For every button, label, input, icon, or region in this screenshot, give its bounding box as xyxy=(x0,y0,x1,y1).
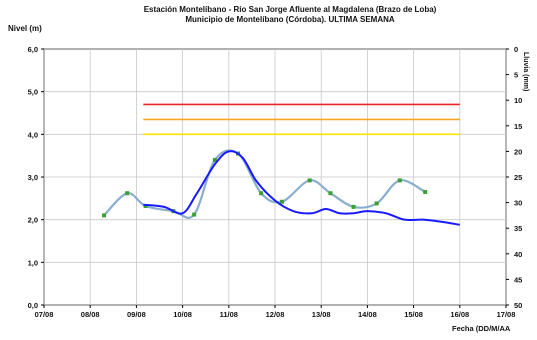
series-point-1 xyxy=(374,201,379,206)
x-tick-label: 10/08 xyxy=(173,310,192,319)
series-point-1 xyxy=(143,204,148,209)
series-point-1 xyxy=(259,191,264,196)
x-tick-label: 13/08 xyxy=(312,310,331,319)
y-tick-label: 5,0 xyxy=(28,88,38,97)
y2-tick-label: 5 xyxy=(514,71,518,80)
x-tick-label: 09/08 xyxy=(127,310,146,319)
y-tick-label: 2,0 xyxy=(28,216,38,225)
series-point-1 xyxy=(279,199,284,204)
x-tick-label: 12/08 xyxy=(266,310,285,319)
x-tick-label: 14/08 xyxy=(358,310,377,319)
y2-tick-label: 45 xyxy=(514,275,522,284)
y2-tick-label: 25 xyxy=(514,173,522,182)
y2-tick-label: 10 xyxy=(514,96,522,105)
x-tick-label: 16/08 xyxy=(450,310,469,319)
y2-tick-label: 50 xyxy=(514,301,522,310)
series-point-1 xyxy=(423,189,428,194)
x-tick-label: 08/08 xyxy=(81,310,100,319)
chart-title-line1: Estación Montelíbano - Río San Jorge Afl… xyxy=(143,5,437,14)
series-point-1 xyxy=(102,213,107,218)
y-tick-label: 6,0 xyxy=(28,45,38,54)
x-axis-label: Fecha (DD/M/AA xyxy=(452,324,511,333)
chart-title-line2: Municipio de Montelíbano (Córdoba). ULTI… xyxy=(185,15,395,24)
y2-tick-label: 35 xyxy=(514,224,522,233)
series-point-1 xyxy=(328,191,333,196)
y2-tick-label: 40 xyxy=(514,250,522,259)
series-point-1 xyxy=(351,204,356,209)
y-tick-label: 0,0 xyxy=(28,301,38,310)
y2-tick-label: 0 xyxy=(514,45,518,54)
y2-tick-label: 20 xyxy=(514,147,522,156)
y2-tick-label: 15 xyxy=(514,122,522,131)
series-point-1 xyxy=(192,212,197,217)
y-tick-label: 3,0 xyxy=(28,173,38,182)
y-tick-label: 4,0 xyxy=(28,130,38,139)
series-line-2 xyxy=(143,150,460,226)
x-tick-label: 15/08 xyxy=(404,310,423,319)
x-tick-label: 17/08 xyxy=(497,310,516,319)
series-point-1 xyxy=(397,178,402,183)
y2-tick-label: 30 xyxy=(514,199,522,208)
chart-title: Estación Montelíbano - Río San Jorge Afl… xyxy=(80,5,500,25)
series-point-1 xyxy=(212,157,217,162)
series-point-1 xyxy=(125,191,130,196)
series-point-1 xyxy=(307,178,312,183)
x-tick-label: 07/08 xyxy=(35,310,54,319)
y-tick-label: 1,0 xyxy=(28,258,38,267)
y-axis-label: Nivel (m) xyxy=(8,24,42,33)
x-tick-label: 11/08 xyxy=(220,310,238,319)
